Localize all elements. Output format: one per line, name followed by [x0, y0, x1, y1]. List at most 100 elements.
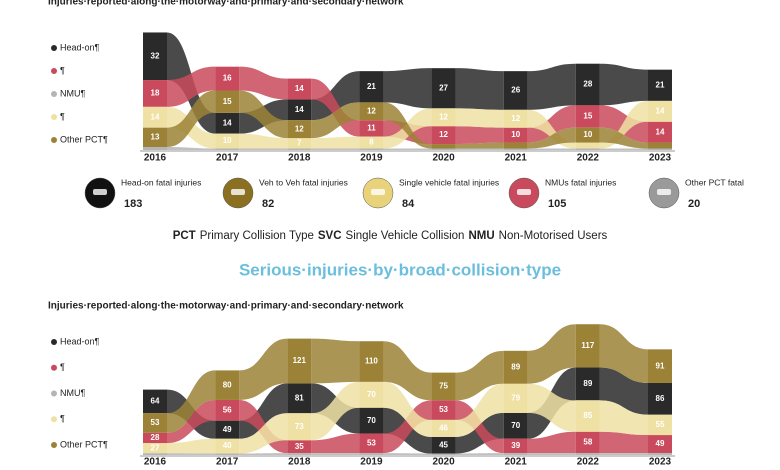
bar-segment: [143, 432, 167, 444]
legend-swatch: [51, 339, 57, 345]
value-label: 80: [223, 380, 232, 389]
legend-swatch: [51, 91, 57, 97]
value-label: 46: [439, 424, 448, 433]
chart-subtitle: Injuries·reported·along·the·motorway·and…: [48, 301, 404, 312]
bar-segment: [359, 407, 384, 434]
value-label: 53: [151, 418, 160, 427]
bar-segment: [503, 71, 528, 110]
bar-segment: [359, 136, 384, 149]
footnote-abbr: SVC: [318, 230, 342, 242]
ribbon: [527, 453, 576, 455]
ribbon: [527, 383, 576, 432]
bar-segment: [143, 389, 167, 414]
legend: Head-on¶ ¶ NMU¶ ¶ Other PCT¶: [51, 42, 108, 144]
ribbon: [527, 148, 576, 150]
value-label: 53: [367, 438, 376, 447]
bar-segment: [143, 413, 167, 433]
ribbon: [167, 438, 216, 454]
ribbon: [527, 127, 576, 149]
value-label: 14: [223, 118, 232, 127]
ribbon: [239, 66, 288, 100]
bar-segment: [287, 78, 312, 100]
value-label: 16: [223, 74, 232, 83]
x-tick-label: 2020: [432, 457, 455, 468]
bar-segment: [648, 121, 672, 143]
bar-segment: [143, 453, 167, 455]
ribbon: [167, 147, 216, 150]
bar-segment: [431, 453, 456, 455]
ribbon: [383, 102, 432, 149]
value-label: 39: [511, 441, 520, 450]
ribbon: [527, 63, 576, 110]
value-label: 75: [439, 382, 448, 391]
value-label: 32: [151, 51, 160, 60]
bar-segment: [648, 349, 672, 383]
footnote-text: Primary Collision Type: [200, 230, 314, 242]
bar-segment: [287, 99, 312, 121]
value-label: 45: [439, 440, 448, 449]
value-label: 12: [511, 114, 520, 123]
ribbon: [599, 63, 648, 106]
footnote-abbr: NMU: [468, 230, 494, 242]
ribbon: [167, 399, 216, 444]
ribbon: [311, 381, 360, 441]
bar-segment: [431, 144, 456, 149]
ribbon: [167, 66, 216, 107]
bar-segment: [143, 127, 167, 148]
value-label: 73: [295, 422, 304, 431]
icon-glyph: [517, 189, 531, 195]
footnote: PCT Primary Collision Type SVC Single Vehic…: [173, 230, 608, 242]
value-label: 11: [367, 124, 376, 133]
bar-segment: [287, 338, 312, 384]
value-label: 7: [297, 138, 302, 147]
x-tick-label: 2019: [360, 457, 383, 468]
bar-segment: [143, 106, 167, 128]
ribbon: [311, 136, 360, 149]
bar-segment: [287, 413, 312, 441]
ribbon: [527, 431, 576, 454]
x-tick-label: 2017: [216, 457, 239, 468]
value-label: 10: [223, 136, 232, 145]
ribbons: [167, 32, 648, 150]
icon-glyph: [371, 189, 385, 195]
ribbon: [383, 68, 432, 109]
bar-segment: [503, 142, 528, 149]
value-label: 15: [223, 97, 232, 106]
value-label: 55: [656, 420, 665, 429]
bar-segment: [503, 412, 528, 439]
ribbon: [455, 148, 504, 150]
bar-segment: [287, 383, 312, 414]
bar-segment: [648, 100, 672, 122]
ribbon: [599, 148, 648, 150]
x-tick-label: 2017: [216, 153, 239, 164]
ribbon: [527, 109, 576, 149]
bar-segment: [575, 367, 600, 401]
bar-segment: [503, 350, 528, 384]
bar-segment: [648, 142, 672, 149]
legend-swatch: [51, 114, 57, 120]
value-label: 12: [367, 106, 376, 115]
ribbon: [599, 324, 648, 383]
ribbon: [311, 71, 360, 121]
x-tick-label: 2023: [649, 457, 672, 468]
ribbon: [311, 338, 360, 384]
summary-value: 183: [124, 198, 142, 210]
value-label: 110: [365, 357, 378, 366]
bar-segment: [648, 435, 672, 454]
ribbon: [239, 338, 288, 400]
ribbon: [527, 105, 576, 143]
value-label: 81: [295, 393, 304, 402]
value-label: 70: [367, 416, 376, 425]
footnote-text: Non-Motorised Users: [499, 230, 608, 242]
value-label: 21: [656, 80, 665, 89]
ribbon: [455, 108, 504, 128]
bar-segment: [143, 80, 167, 107]
bar-segment: [575, 142, 600, 149]
summary-label: Single vehicle fatal injuries: [399, 177, 499, 187]
bar-segment: [215, 399, 240, 421]
legend-swatch: [51, 364, 57, 371]
ribbon: [167, 370, 216, 433]
ribbon: [455, 383, 504, 437]
summary-label: NMUs fatal injuries: [545, 177, 616, 187]
